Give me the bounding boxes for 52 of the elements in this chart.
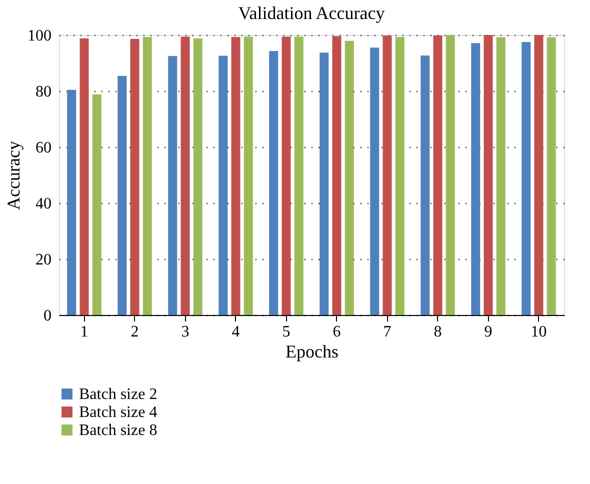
x-tick-label: 6 bbox=[332, 324, 341, 340]
x-tick-label: 1 bbox=[80, 324, 88, 340]
bar bbox=[168, 56, 178, 315]
bar bbox=[546, 37, 556, 315]
y-tick-label: 60 bbox=[36, 140, 52, 156]
y-axis-title: Accuracy bbox=[4, 141, 24, 210]
x-axis-title: Epochs bbox=[286, 342, 338, 362]
bar bbox=[67, 90, 76, 315]
bar bbox=[269, 50, 278, 315]
y-tick-label: 20 bbox=[36, 252, 52, 268]
x-tick-label: 8 bbox=[434, 324, 442, 340]
x-tick-label: 2 bbox=[130, 324, 139, 340]
x-tick-label: 5 bbox=[282, 324, 290, 340]
bar bbox=[370, 48, 380, 315]
bar bbox=[218, 56, 228, 315]
x-tick-label: 7 bbox=[383, 324, 392, 340]
bar bbox=[534, 35, 544, 315]
x-tick-label: 10 bbox=[530, 324, 547, 340]
bar bbox=[282, 36, 291, 315]
bar bbox=[118, 76, 127, 315]
x-tick-label: 3 bbox=[181, 324, 190, 340]
bar bbox=[193, 38, 202, 315]
y-tick-label: 100 bbox=[28, 28, 52, 44]
bar bbox=[244, 36, 253, 315]
bar bbox=[382, 36, 392, 315]
bar bbox=[471, 43, 480, 315]
bar bbox=[522, 42, 531, 315]
bar bbox=[294, 36, 304, 315]
bar bbox=[142, 36, 152, 315]
y-tick-label: 40 bbox=[36, 196, 52, 212]
y-tick-label: 0 bbox=[44, 308, 52, 324]
y-tick-label: 80 bbox=[36, 84, 52, 100]
bar bbox=[231, 36, 240, 315]
chart-title: Validation Accuracy bbox=[238, 3, 385, 23]
bar bbox=[332, 36, 342, 315]
bar bbox=[395, 36, 404, 315]
bar bbox=[92, 94, 102, 315]
bar bbox=[320, 52, 329, 315]
bar bbox=[344, 40, 354, 315]
bar bbox=[180, 36, 190, 315]
bar bbox=[130, 38, 140, 315]
bar bbox=[420, 55, 430, 315]
bar bbox=[80, 38, 89, 315]
bar bbox=[433, 36, 442, 315]
legend-label: Batch size 4 bbox=[79, 404, 158, 421]
bar bbox=[496, 37, 506, 315]
bar bbox=[446, 35, 455, 315]
x-tick-label: 9 bbox=[484, 324, 492, 340]
x-tick-label: 4 bbox=[232, 324, 240, 340]
legend-label: Batch size 2 bbox=[79, 386, 158, 403]
bar bbox=[484, 35, 493, 315]
legend-label: Batch size 8 bbox=[79, 422, 158, 439]
